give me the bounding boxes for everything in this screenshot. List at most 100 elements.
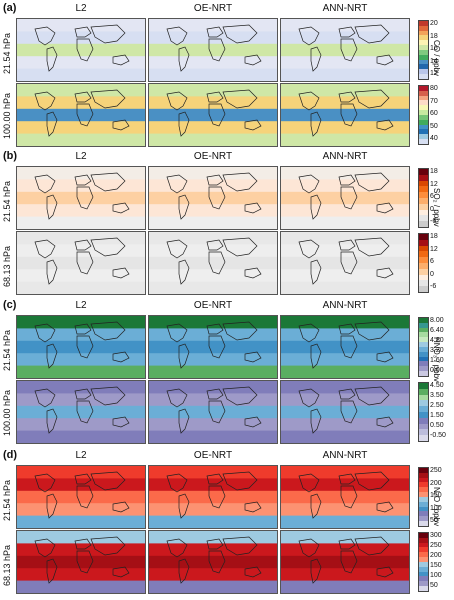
colorbar-segment <box>419 54 428 60</box>
latitude-band <box>17 430 145 443</box>
colorbar-tick-label: 6.40 <box>430 327 444 334</box>
coastline <box>208 485 226 509</box>
colorbar-segment <box>419 533 428 538</box>
coastline <box>338 388 356 400</box>
coastline <box>376 267 394 279</box>
coastline <box>34 388 56 408</box>
coastline <box>208 400 226 424</box>
latitude-band <box>281 531 409 544</box>
column-header: OE-NRT <box>193 450 233 461</box>
latitude-band <box>17 365 145 378</box>
coastline <box>222 89 258 109</box>
latitude-band <box>17 515 145 528</box>
latitude-band <box>281 68 409 81</box>
colorbar-segment <box>419 383 428 389</box>
colorbar-segment <box>419 472 428 478</box>
column-header: ANN-NRT <box>322 151 368 162</box>
coastline <box>178 558 190 584</box>
colorbar-tick-label: 100 <box>430 504 442 512</box>
coastline <box>166 388 188 408</box>
colorbar-segment <box>419 197 428 204</box>
latitude-band <box>149 490 277 504</box>
latitude-band <box>149 430 277 443</box>
map-plot <box>149 316 277 378</box>
pressure-level-text: 21.54 hPa <box>2 329 12 371</box>
latitude-band <box>149 515 277 528</box>
latitude-band <box>17 478 145 492</box>
map-panel <box>148 166 278 230</box>
latitude-band <box>149 232 277 245</box>
coastline <box>46 259 58 285</box>
colorbar-tick-label: 16 <box>430 45 438 52</box>
coastline <box>208 251 226 275</box>
coastline <box>90 24 126 44</box>
latitude-band <box>281 393 409 407</box>
latitude-band <box>281 430 409 443</box>
latitude-band <box>17 466 145 479</box>
coastline <box>298 26 320 46</box>
latitude-band <box>281 515 409 528</box>
latitude-band <box>149 216 277 229</box>
panel: (b) L2 OE-NRT ANN-NRT 21.54 hPa 18 12 6 0 -6 68.13… <box>0 148 454 298</box>
unit-text: N₂O / ppbv <box>432 487 441 527</box>
colorbar <box>418 382 429 442</box>
coastline <box>74 174 92 186</box>
coastline <box>166 174 188 194</box>
colorbar-segment <box>419 477 428 483</box>
coastline <box>178 46 190 72</box>
coastline <box>208 550 226 574</box>
coastline <box>90 536 126 556</box>
coastline <box>74 538 92 550</box>
latitude-band <box>149 340 277 354</box>
colorbar-segment <box>419 342 428 347</box>
latitude-band <box>281 167 409 180</box>
coastline <box>112 351 130 363</box>
latitude-band <box>281 490 409 504</box>
map-plot <box>281 316 409 378</box>
map-panel <box>16 380 146 444</box>
colorbar-segment <box>419 174 428 181</box>
coastline <box>166 473 188 493</box>
colorbar-segment <box>419 69 428 75</box>
unit-text: HNO₃ / ppbv <box>432 337 441 383</box>
coastline <box>208 38 226 62</box>
colorbar-tick-label: 50 <box>430 582 438 589</box>
colorbar-tick-label: 4.80 <box>430 337 444 344</box>
map-panel <box>280 315 410 379</box>
colorbar-segment <box>419 435 428 441</box>
coastline <box>166 26 188 46</box>
coastline <box>376 54 394 66</box>
map-panel <box>148 380 278 444</box>
map-panel <box>16 18 146 82</box>
colorbar <box>418 467 429 527</box>
coastline <box>354 237 390 257</box>
pressure-level-text: 100.00 hPa <box>2 389 12 436</box>
latitude-band <box>149 466 277 479</box>
coastline <box>74 91 92 103</box>
latitude-band <box>17 328 145 342</box>
coastline <box>310 408 322 434</box>
latitude-band <box>281 328 409 342</box>
colorbar-segment <box>419 192 428 198</box>
colorbar-segment <box>419 552 428 558</box>
coastline <box>354 536 390 556</box>
latitude-band <box>149 478 277 492</box>
colorbar-tick-label: 18 <box>430 168 438 175</box>
map-panel <box>280 83 410 147</box>
latitude-band <box>281 84 409 97</box>
column-header: ANN-NRT <box>322 3 368 14</box>
coastline <box>74 26 92 38</box>
colorbar-segment <box>419 366 428 372</box>
coastline <box>298 91 320 111</box>
coastline <box>74 323 92 335</box>
coastline <box>206 239 224 251</box>
latitude-band <box>149 580 277 593</box>
coastline <box>376 566 394 578</box>
coastline <box>34 239 56 259</box>
coastline <box>76 400 94 424</box>
latitude-band <box>17 490 145 504</box>
colorbar-segment <box>419 64 428 70</box>
colorbar-tick-label: 0.00 <box>430 367 444 374</box>
map-panel <box>280 380 410 444</box>
panel-letter: (c) <box>3 299 17 311</box>
